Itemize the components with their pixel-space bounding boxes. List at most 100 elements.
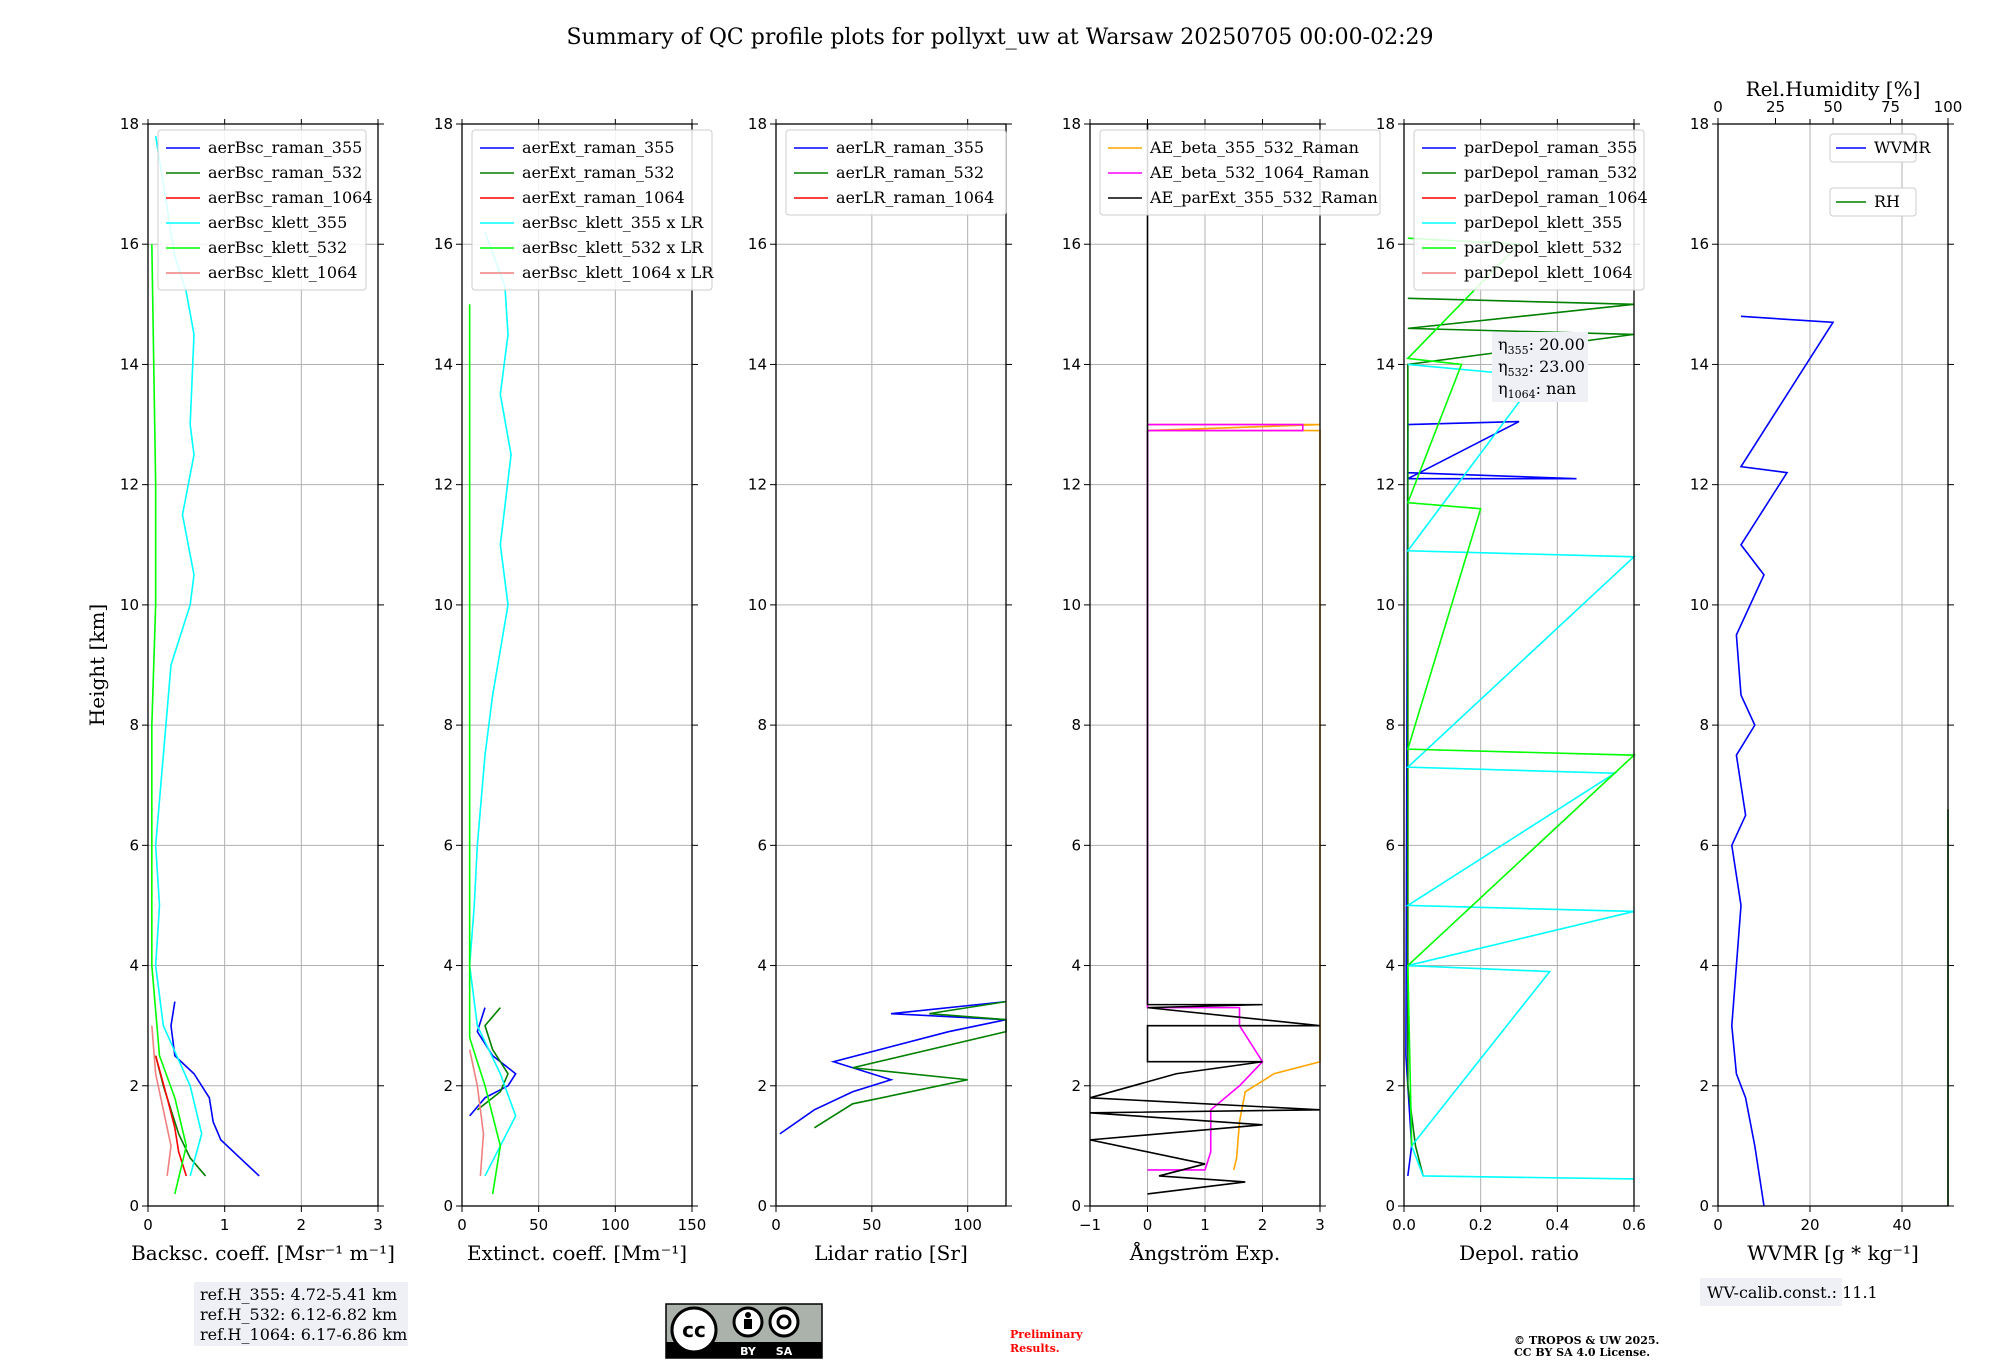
x2-tick-label: 100 — [1934, 98, 1963, 116]
y-tick-label: 0 — [757, 1197, 767, 1215]
x-tick-label: 0.4 — [1545, 1216, 1569, 1234]
x2-axis-label: Rel.Humidity [%] — [1746, 77, 1921, 101]
x-tick-label: 2 — [297, 1216, 307, 1234]
copyright-line2: CC BY SA 4.0 License. — [1514, 1346, 1650, 1359]
legend-label: aerLR_raman_532 — [836, 163, 984, 182]
legend-label: RH — [1874, 192, 1900, 211]
panel-extinction: 0 50 100 150 0 2 4 6 8 10 12 14 16 18 Extinct. coeff. … — [434, 115, 714, 1265]
by-label: BY — [740, 1345, 757, 1358]
y-tick-label: 8 — [1385, 716, 1395, 734]
y-tick-label: 6 — [443, 836, 453, 854]
series-aerBsc_klett_532 — [151, 244, 188, 1195]
y-tick-label: 18 — [120, 115, 139, 133]
plot-frame — [461, 123, 693, 1207]
y-tick-label: 14 — [1690, 355, 1709, 373]
x-axis-label: Backsc. coeff. [Msr⁻¹ m⁻¹] — [131, 1241, 395, 1265]
by-icon-head — [745, 1312, 751, 1318]
legend-box — [157, 129, 367, 291]
y-tick-label: 16 — [1062, 235, 1081, 253]
x-tick-label: 1 — [220, 1216, 230, 1234]
y-tick-label: 4 — [1071, 957, 1081, 975]
wv-calib-bg — [1700, 1278, 1842, 1306]
copyright-line1: © TROPOS & UW 2025. — [1514, 1334, 1659, 1347]
by-icon-body — [744, 1319, 752, 1329]
x-tick-label: 0 — [457, 1216, 467, 1234]
x-axis-label: WVMR [g * kg⁻¹] — [1747, 1241, 1919, 1265]
series-aerBsc_klett_532 x LR — [468, 304, 502, 1195]
series-aerExt_raman_355 — [469, 1007, 517, 1117]
legend-WVMR: WVMR — [1829, 133, 1931, 163]
series-parDepol_klett_355 — [1405, 363, 1636, 1180]
x-axis-label: Ångström Exp. — [1129, 1240, 1280, 1265]
ref-heights-box: ref.H_355: 4.72-5.41 km ref.H_532: 6.12-… — [194, 1282, 408, 1346]
y-tick-label: 16 — [120, 235, 139, 253]
x-tick-label: 100 — [953, 1216, 982, 1234]
series-aerBsc_raman_1064 — [154, 1055, 188, 1177]
legend-box — [1413, 129, 1645, 291]
x-tick-label: 50 — [862, 1216, 881, 1234]
y-tick-label: 6 — [129, 836, 139, 854]
y-tick-label: 4 — [443, 957, 453, 975]
y-tick-label: 16 — [434, 235, 453, 253]
wv-calib-box: WV-calib.const.: 11.1 — [1700, 1278, 1878, 1306]
y-tick-label: 2 — [1071, 1077, 1081, 1095]
x-tick-label: 0 — [143, 1216, 153, 1234]
x2-tick-label: 50 — [1823, 98, 1842, 116]
y-tick-label: 4 — [1699, 957, 1709, 975]
ref-h-532: ref.H_532: 6.12-6.82 km — [200, 1305, 397, 1324]
series-aerBsc_raman_355 — [170, 1001, 260, 1177]
panel-wvmr: 0 20 40 0 2 4 6 8 10 12 14 16 18 WVMR [g * kg⁻¹] 0 25 50… — [1690, 77, 1962, 1265]
x2-tick-label: 75 — [1881, 98, 1900, 116]
x-tick-label: 0 — [1143, 1216, 1153, 1234]
x-tick-label: 3 — [1315, 1216, 1325, 1234]
legend-box — [785, 129, 1007, 216]
y-tick-label: 18 — [748, 115, 767, 133]
y-tick-label: 8 — [1699, 716, 1709, 734]
x-tick-label: 0 — [1713, 1216, 1723, 1234]
series-aerExt_raman_532 — [476, 1007, 509, 1111]
x2-tick-label: 25 — [1766, 98, 1785, 116]
legend-label: aerBsc_klett_1064 — [208, 263, 357, 282]
y-tick-label: 18 — [434, 115, 453, 133]
y-tick-label: 10 — [1690, 596, 1709, 614]
legend-label: aerBsc_raman_532 — [208, 163, 362, 182]
copyright-note: © TROPOS & UW 2025. CC BY SA 4.0 License… — [1514, 1334, 1659, 1359]
y-tick-label: 18 — [1376, 115, 1395, 133]
legend-label: aerExt_raman_355 — [522, 138, 675, 157]
x-tick-label: 150 — [678, 1216, 707, 1234]
legend-label: aerExt_raman_1064 — [522, 188, 685, 207]
legend-label: AE_beta_532_1064_Raman — [1149, 163, 1369, 182]
sa-label: SA — [776, 1345, 793, 1358]
y-tick-label: 16 — [1376, 235, 1395, 253]
legend-label: aerBsc_klett_355 x LR — [522, 213, 704, 232]
y-tick-label: 16 — [748, 235, 767, 253]
x-tick-label: 0.0 — [1392, 1216, 1416, 1234]
x-axis-label: Lidar ratio [Sr] — [814, 1241, 968, 1265]
eta-box: η355: 20.00 η532: 23.00 η1064: nan — [1492, 332, 1588, 402]
y-tick-label: 4 — [1385, 957, 1395, 975]
legend-label: parDepol_klett_355 — [1464, 213, 1622, 232]
y-tick-label: 0 — [443, 1197, 453, 1215]
y-tick-label: 14 — [434, 355, 453, 373]
cc-icon-text: cc — [682, 1318, 706, 1342]
series-AE_beta_532_1064_Raman — [1146, 423, 1304, 1171]
y-tick-label: 18 — [1062, 115, 1081, 133]
y-tick-label: 10 — [120, 596, 139, 614]
plot-frame — [1403, 123, 1635, 1207]
legend-label: parDepol_klett_532 — [1464, 238, 1622, 257]
y-tick-label: 0 — [1071, 1197, 1081, 1215]
legend: aerExt_raman_355 aerExt_raman_532 aerExt_r… — [471, 129, 714, 291]
plot-frame — [147, 123, 379, 1207]
y-tick-label: 0 — [129, 1197, 139, 1215]
legend-label: aerBsc_klett_532 — [208, 238, 347, 257]
y-tick-label: 6 — [1385, 836, 1395, 854]
y-tick-label: 8 — [757, 716, 767, 734]
y-tick-label: 14 — [1376, 355, 1395, 373]
eta-1064: η1064: nan — [1498, 379, 1576, 401]
series-aerBsc_klett_355 x LR — [468, 231, 517, 1177]
plot-frame — [775, 123, 1007, 1207]
eta-box-bg — [1492, 332, 1588, 402]
plot-frame — [1717, 123, 1949, 1207]
